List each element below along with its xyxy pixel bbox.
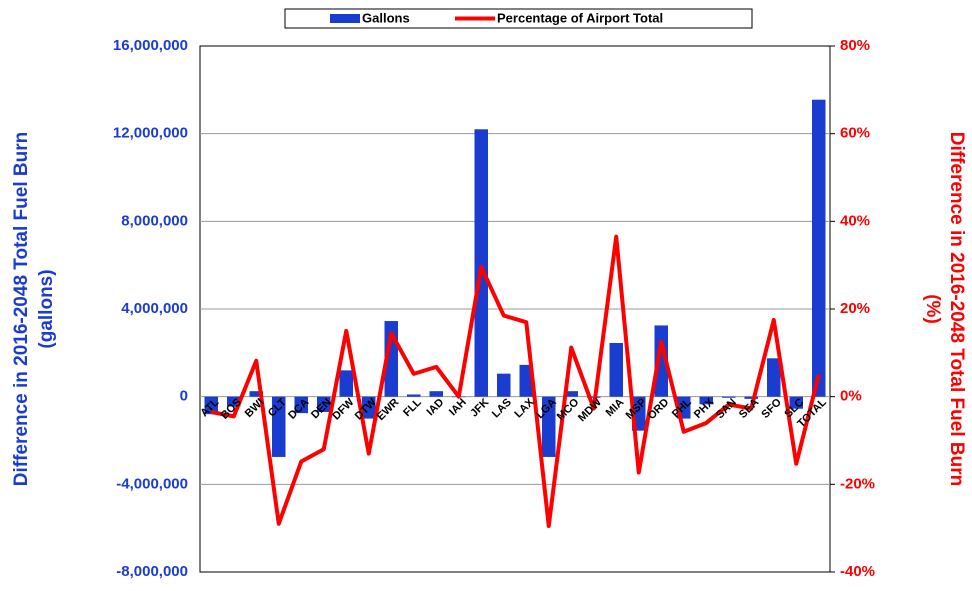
y2-tick-label: 60%	[840, 125, 870, 142]
y-axis-title: (gallons)	[36, 269, 57, 348]
legend: Gallons Percentage of Airport Total	[284, 8, 753, 29]
legend-label: Gallons	[362, 10, 410, 25]
line	[210, 234, 821, 528]
x-tick-label: JFK	[468, 396, 491, 419]
y2-tick-label: 40%	[840, 212, 870, 229]
bar	[204, 396, 218, 415]
bar	[699, 396, 713, 405]
y2-tick-label: 20%	[840, 300, 870, 317]
legend-swatch	[330, 14, 360, 23]
bar	[317, 396, 331, 413]
bar	[812, 99, 826, 397]
bar	[744, 396, 758, 399]
bar	[519, 364, 533, 397]
legend-box	[284, 8, 753, 29]
y-tick-label: 16,000,000	[113, 37, 188, 54]
y2-tick-label: 80%	[840, 37, 870, 54]
bar	[654, 325, 668, 397]
bar	[294, 396, 308, 414]
x-tick-label: IAD	[425, 396, 447, 418]
bar	[542, 396, 556, 457]
y-tick-label: 0	[180, 388, 188, 405]
y2-tick-label: -20%	[840, 475, 875, 492]
y-tick-label: 4,000,000	[121, 300, 188, 317]
bar	[474, 129, 488, 397]
x-tick-label: IAH	[447, 396, 469, 418]
bar	[272, 396, 286, 457]
y-tick-label: -8,000,000	[116, 563, 188, 580]
y-tick-label: 8,000,000	[121, 212, 188, 229]
x-tick-label: ATL	[198, 396, 221, 419]
legend-label: Percentage of Airport Total	[497, 10, 663, 25]
bar	[497, 373, 511, 397]
bar	[249, 391, 263, 397]
y-tick-label: 12,000,000	[113, 125, 188, 142]
x-tick-label: MIA	[604, 396, 627, 419]
bar	[339, 370, 353, 397]
x-tick-label: CLT	[266, 396, 289, 419]
x-tick-label: SAN	[714, 396, 739, 421]
bar	[429, 391, 443, 397]
y2-tick-label: -40%	[840, 563, 875, 580]
bar	[789, 396, 803, 409]
bar	[564, 391, 578, 397]
y2-axis-title: (%)	[922, 294, 943, 324]
x-tick-label: MCO	[555, 396, 582, 423]
x-tick-label: SEA	[737, 396, 762, 421]
bar	[609, 342, 623, 397]
bar	[362, 396, 376, 419]
x-tick-label: FLL	[401, 396, 424, 419]
bar	[407, 394, 421, 397]
y2-axis-title: Difference in 2016-2048 Total Fuel Burn	[946, 132, 967, 486]
y-axis-title: Difference in 2016-2048 Total Fuel Burn	[11, 132, 32, 486]
x-tick-label: SFO	[759, 396, 784, 421]
y2-tick-label: 0%	[840, 388, 862, 405]
bar	[722, 396, 736, 398]
bar	[227, 396, 241, 407]
bar	[767, 358, 781, 397]
y-tick-label: -4,000,000	[116, 475, 188, 492]
x-tick-label: LAS	[490, 396, 514, 420]
